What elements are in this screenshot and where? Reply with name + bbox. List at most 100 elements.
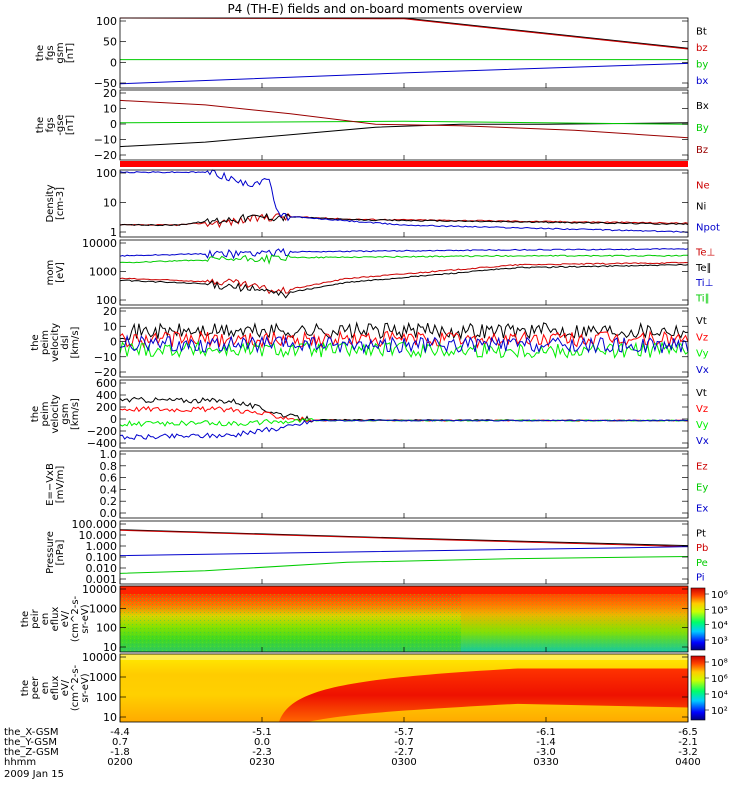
legend-Ez: Ez	[696, 462, 708, 473]
y-axis-label: velocity	[50, 394, 61, 433]
x-row-value: 0.0	[254, 737, 270, 748]
series-Ti⊥	[119, 247, 689, 260]
y-axis-label: (cm^2-s-	[70, 595, 81, 642]
y-axis-label: fgs	[45, 45, 56, 60]
legend-Vy: Vy	[696, 349, 709, 360]
y-tick-label: 1000	[89, 671, 117, 684]
electron-spectrogram-hot	[279, 668, 688, 722]
y-axis-label: [nT]	[65, 115, 76, 135]
y-axis-label: gsm	[55, 42, 66, 63]
panel-frame	[119, 379, 689, 449]
y-axis-label: peim	[40, 401, 51, 426]
x-row-label: the_Z-GSM	[4, 747, 59, 758]
y-tick-label: 100	[96, 294, 117, 307]
x-row-value: 0330	[533, 757, 558, 768]
x-row-value: 0300	[391, 757, 416, 768]
y-axis-label: eV/	[60, 610, 71, 627]
y-axis-label: sr-eV)	[80, 673, 91, 702]
series-Pi	[119, 546, 689, 557]
y-axis-label: [km/s]	[70, 398, 81, 430]
panel-frame	[119, 520, 689, 585]
y-tick-label: 1000	[89, 602, 117, 615]
y-axis-label: Density	[45, 184, 56, 222]
y-tick-label: 0	[110, 56, 117, 69]
y-tick-label: 10.000	[79, 529, 118, 542]
legend-Ey: Ey	[696, 483, 708, 494]
colorbar-label: 10⁶	[711, 674, 728, 685]
y-axis-label: eflux	[50, 676, 61, 701]
series-Bt	[120, 17, 689, 49]
legend-Pb: Pb	[696, 543, 708, 554]
y-axis-label: the	[20, 611, 31, 627]
y-axis-label: [nPa]	[55, 539, 66, 565]
x-row-value: -2.3	[252, 747, 272, 758]
y-axis-label: eflux	[50, 607, 61, 632]
y-tick-label: 10	[103, 711, 117, 724]
series-Vt	[119, 321, 689, 341]
y-tick-label: 10000	[82, 583, 117, 596]
legend-Te⊥: Te⊥	[695, 248, 715, 259]
x-row-value: -6.5	[678, 727, 698, 738]
series-Ti∥	[119, 253, 688, 265]
y-axis-label: [cm-3]	[55, 187, 66, 220]
y-tick-label: −400	[87, 437, 117, 450]
y-tick-label: 20	[103, 87, 117, 100]
y-tick-label: 100	[96, 167, 117, 180]
y-axis-label: gsm	[60, 403, 71, 424]
panel-frame	[119, 169, 689, 238]
y-tick-label: 600	[96, 377, 117, 390]
ion-spectrogram-top	[120, 586, 688, 594]
y-tick-label: −20	[94, 366, 117, 379]
y-axis-label: [eV]	[55, 262, 66, 283]
x-axis-table: the_X-GSM -4.4 -5.1 -5.7 -6.1 -6.5 the_Y-GSM 0.…	[4, 727, 701, 780]
panel-9: 10⁶ 10⁵ 10⁴ 10³ 10000 1000 100 10 the peir en eflux…	[20, 583, 728, 654]
panel-4: Te⊥ Te∥ Ti⊥ Ti∥ 10000 1000 100 mom [eV]	[45, 237, 715, 307]
x-row-value: -3.2	[678, 747, 698, 758]
panel-8: Pt Pb Pe Pi 100.00010.0001.0000.1000.0100.00…	[45, 518, 708, 586]
y-tick-label: 0.100	[86, 551, 118, 564]
legend-Pe: Pe	[696, 558, 708, 569]
plot-title: P4 (TH-E) fields and on-board moments ov…	[227, 2, 522, 16]
y-tick-label: 0.2	[100, 495, 118, 508]
x-row-value: 0400	[675, 757, 700, 768]
legend-Bt: Bt	[696, 26, 707, 37]
y-axis-label: [nT]	[65, 43, 76, 63]
y-tick-label: 1	[110, 226, 117, 239]
legend-Ex: Ex	[696, 504, 708, 515]
series-Te∥	[119, 263, 689, 299]
x-row-value: -0.7	[394, 737, 414, 748]
y-tick-label: −200	[87, 425, 117, 438]
x-row-value: -1.4	[536, 737, 556, 748]
legend-Vx: Vx	[696, 436, 709, 447]
y-axis-label: velocity	[50, 323, 61, 362]
panel-10: 10⁸ 10⁶ 10⁴ 10² 10000 1000 100 10 the peer en eflux…	[20, 651, 728, 724]
y-axis-label: E=−VxB	[45, 463, 56, 506]
y-tick-label: 10000	[82, 651, 117, 664]
y-tick-label: 100	[96, 691, 117, 704]
series-Vy	[119, 340, 689, 359]
y-axis-label: the	[35, 45, 46, 61]
y-tick-label: 0.6	[100, 472, 118, 485]
y-tick-label: 50	[103, 36, 117, 49]
y-tick-label: 100	[96, 15, 117, 28]
series-By	[119, 120, 689, 125]
legend-Pi: Pi	[696, 573, 705, 584]
y-tick-label: 400	[96, 389, 117, 402]
x-row-value: 0230	[249, 757, 274, 768]
x-row-value: 0.7	[112, 737, 128, 748]
y-tick-label: 100	[96, 622, 117, 635]
panel-3: Ne Ni Npot 100 10 1 Density [cm-3]	[45, 167, 720, 239]
y-tick-label: 0.8	[100, 460, 118, 473]
legend-Ni: Ni	[696, 202, 706, 213]
panel-5: Vt Vz Vy Vx 20 10 0 −10 −20 the peim velocity dsl [km…	[30, 305, 709, 379]
series-bx	[119, 62, 689, 85]
panel-frame	[119, 17, 689, 89]
y-axis-label: peim	[40, 330, 51, 355]
legend-Vz: Vz	[696, 404, 708, 415]
colorbar-10	[690, 655, 706, 721]
y-tick-label: 0	[110, 336, 117, 349]
y-axis-label: mom	[45, 260, 56, 286]
series-Te⊥	[119, 261, 689, 295]
y-tick-label: 1.0	[100, 448, 118, 461]
y-axis-label: peer	[30, 676, 41, 700]
